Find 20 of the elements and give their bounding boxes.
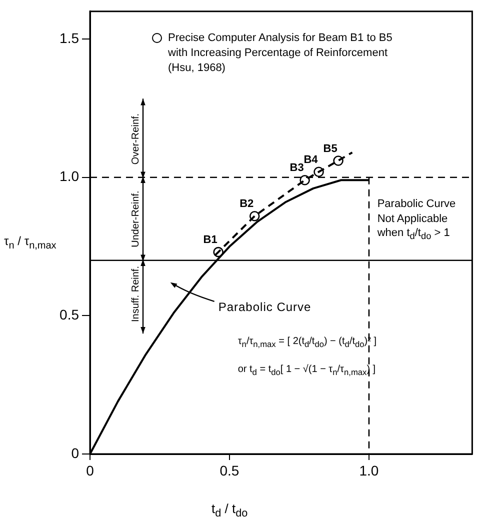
y-tick-label: 1.0 (60, 168, 80, 184)
annotation: Parabolic Curve Not Applicable when t$_{d}$/t$_{do}$ > 1 (377, 196, 457, 243)
y-tick-label: 0.5 (60, 306, 80, 323)
x-tick-label: 0 (86, 462, 94, 478)
data-label: B2 (240, 198, 254, 210)
y-axis-title: τ$_{n}$ / τ$_{n,max}$ (4, 232, 56, 253)
data-label: B4 (304, 154, 319, 166)
x-axis-title: t$_{d}$ / t$_{do}$ (211, 500, 248, 522)
annotation: Insuff. Reinf. (129, 266, 142, 322)
y-tick-label: 0 (71, 444, 80, 461)
data-label: B3 (290, 162, 304, 174)
annotation: Parabolic Curve (218, 299, 312, 316)
data-label: B1 (203, 234, 218, 246)
x-tick-label: 1.0 (359, 462, 379, 478)
y-tick-label: 1.5 (60, 30, 80, 46)
data-label: B5 (323, 142, 338, 155)
x-tick-label: 0.5 (220, 462, 240, 478)
legend-label: Precise Computer Analysis for Beam B1 to B5 with Increasing Percentage of Reinforcement (Hsu, 1968) (168, 31, 394, 76)
annotation: Under-Reinf. (129, 190, 142, 248)
annotation: Over-Reinf. (129, 113, 142, 164)
